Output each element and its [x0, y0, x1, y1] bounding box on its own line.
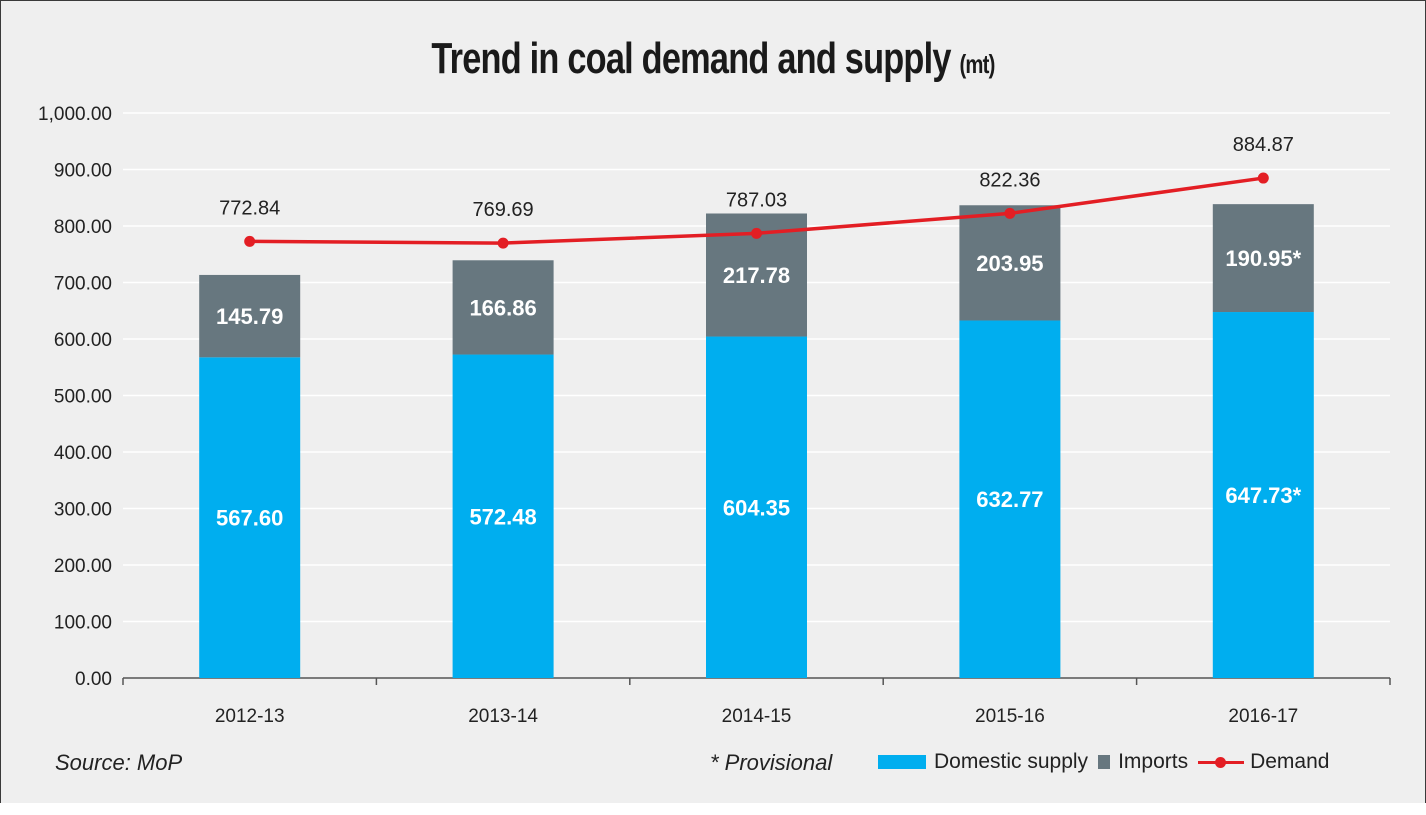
legend: Domestic supply Imports Demand — [878, 750, 1339, 774]
label-domestic: 632.77 — [976, 487, 1043, 512]
x-tick-label: 2016-17 — [1228, 706, 1298, 727]
bar-domestic — [199, 357, 301, 678]
demand-line — [244, 172, 1269, 249]
label-demand: 822.36 — [979, 169, 1040, 191]
bars — [199, 204, 1314, 678]
chart-title-unit: (mt) — [959, 49, 995, 79]
x-tick-label: 2012-13 — [215, 706, 285, 727]
label-imports: 217.78 — [723, 263, 790, 288]
y-tick-label: 400.00 — [54, 443, 112, 464]
y-tick-label: 900.00 — [54, 161, 112, 182]
bar-domestic — [706, 336, 807, 678]
bottom-margin — [0, 803, 1426, 815]
label-demand: 772.84 — [219, 197, 280, 219]
legend-swatch-imports — [1098, 755, 1111, 769]
y-tick-label: 600.00 — [54, 330, 112, 351]
label-domestic: 647.73* — [1225, 483, 1301, 508]
chart-title: Trend in coal demand and supply (mt) — [157, 34, 1269, 84]
bar-imports — [452, 260, 554, 355]
y-tick-label: 1,000.00 — [38, 104, 112, 125]
chart-title-text: Trend in coal demand and supply — [431, 34, 951, 83]
demand-marker — [751, 227, 762, 239]
demand-marker — [244, 235, 256, 247]
bar-domestic — [452, 354, 554, 678]
label-domestic: 604.35 — [723, 495, 790, 520]
x-tick-label: 2015-16 — [975, 706, 1045, 727]
demand-marker — [1257, 172, 1269, 184]
label-imports: 203.95 — [976, 251, 1043, 276]
legend-item-imports: Imports — [1098, 750, 1188, 774]
y-tick-label: 300.00 — [54, 500, 112, 521]
y-tick-label: 100.00 — [54, 613, 112, 634]
legend-label-imports: Imports — [1118, 750, 1189, 773]
legend-item-demand: Demand — [1198, 750, 1329, 774]
legend-demand-marker — [1215, 757, 1227, 768]
bar-imports — [1212, 204, 1314, 313]
label-imports: 190.95* — [1225, 246, 1301, 271]
source-note: Source: MoP — [55, 750, 183, 775]
label-domestic: 567.60 — [216, 506, 283, 531]
label-demand: 769.69 — [473, 199, 534, 221]
y-tick-label: 500.00 — [54, 387, 112, 408]
label-imports: 145.79 — [216, 304, 283, 329]
demand-marker — [497, 237, 509, 249]
legend-label-demand: Demand — [1250, 750, 1330, 773]
y-tick-label: 700.00 — [54, 274, 112, 295]
legend-swatch-domestic — [878, 755, 926, 769]
bar-domestic — [1212, 312, 1314, 678]
y-tick-label: 0.00 — [75, 669, 112, 690]
y-tick-label: 200.00 — [54, 556, 112, 577]
legend-item-domestic: Domestic supply — [878, 750, 1088, 774]
x-tick-label: 2013-14 — [468, 706, 538, 727]
bar-imports — [199, 274, 301, 358]
x-tick-label: 2014-15 — [722, 706, 792, 727]
y-tick-label: 800.00 — [54, 217, 112, 238]
demand-marker — [1004, 207, 1016, 219]
legend-swatch-demand — [1198, 755, 1245, 769]
bar-domestic — [959, 320, 1061, 678]
y-axis: 0.00 100.00 200.00 300.00 400.00 500.00 600.00… — [38, 104, 112, 690]
legend-label-domestic: Domestic supply — [934, 750, 1089, 773]
bar-imports — [959, 205, 1061, 321]
label-demand: 884.87 — [1233, 134, 1294, 156]
label-demand: 787.03 — [726, 189, 787, 211]
label-domestic: 572.48 — [469, 504, 536, 529]
label-imports: 166.86 — [469, 295, 536, 320]
x-axis: 2012-13 2013-14 2014-15 2015-16 2016-17 — [122, 677, 1391, 727]
data-labels: 567.60 145.79 572.48 166.86 604.35 217.78 632.… — [216, 134, 1302, 531]
provisional-note: * Provisional — [710, 750, 833, 775]
